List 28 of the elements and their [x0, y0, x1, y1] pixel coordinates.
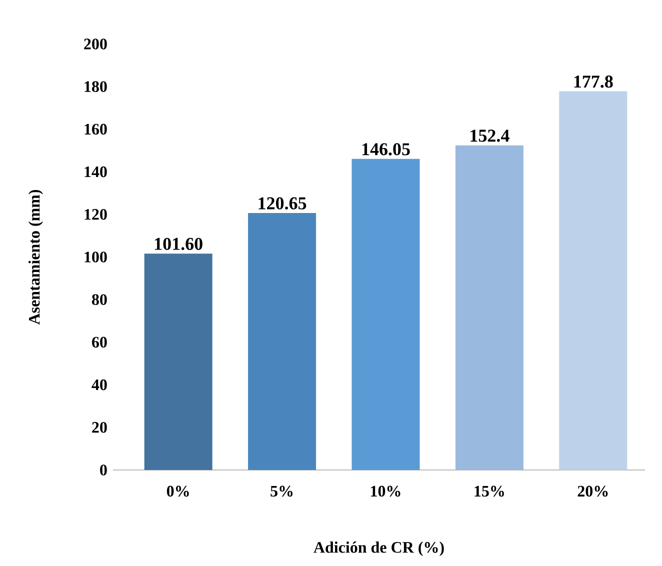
y-tick-label: 20 [92, 422, 107, 433]
y-tick-label: 180 [84, 81, 107, 92]
y-tick-label: 40 [92, 379, 107, 390]
bar [455, 145, 524, 470]
y-tick-label: 0 [100, 464, 107, 476]
data-label: 146.05 [362, 143, 410, 156]
x-tick-label: 0% [166, 486, 189, 497]
x-axis-title: Adición de CR (%) [314, 542, 444, 556]
x-tick-label: 5% [270, 486, 293, 497]
y-tick-label: 200 [84, 38, 107, 50]
y-tick-label: 160 [84, 124, 107, 135]
y-tick-label: 140 [84, 166, 107, 178]
x-tick-label: 10% [371, 486, 400, 497]
y-axis-title: Asentamiento (mm) [28, 190, 43, 325]
data-label: 101.60 [155, 238, 202, 250]
y-tick-label: 80 [92, 294, 107, 305]
data-label: 120.65 [258, 197, 306, 210]
y-tick-label: 100 [84, 252, 107, 262]
x-tick-label: 15% [474, 486, 504, 497]
x-tick-label: 20% [578, 486, 608, 497]
bar [352, 158, 420, 470]
data-label: 177.8 [574, 76, 613, 88]
y-tick-label: 60 [92, 336, 107, 348]
data-label: 152.4 [470, 130, 510, 142]
bar [559, 91, 628, 470]
y-tick-label: 120 [84, 209, 107, 220]
bar [144, 254, 212, 470]
bar [248, 213, 316, 470]
